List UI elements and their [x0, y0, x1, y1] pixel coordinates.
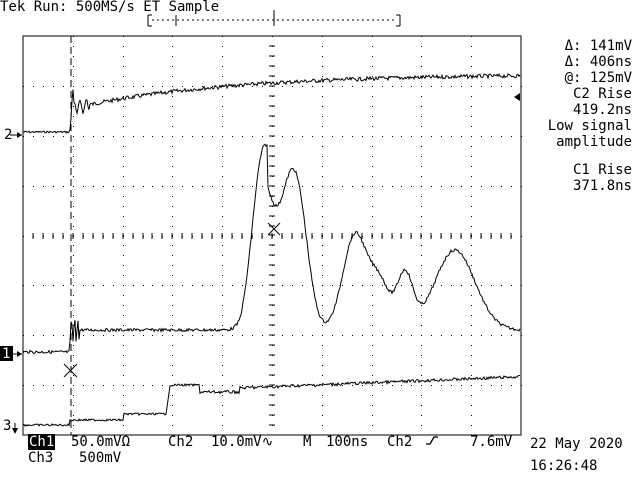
- cursor-delta-time: Δ: 406ns: [564, 54, 632, 70]
- ch3-label[interactable]: Ch3: [28, 450, 54, 466]
- measurement-1-note2: amplitude: [556, 134, 632, 150]
- trigger-slope-icon: [426, 436, 438, 445]
- timebase-label: M: [303, 434, 312, 450]
- ch2-trace: [22, 72, 521, 134]
- ch1-ground-marker[interactable]: [0, 346, 22, 361]
- timebase-value[interactable]: 100ns: [326, 434, 369, 450]
- time: 16:26:48: [530, 458, 598, 474]
- cursor-delta-voltage: Δ: 141mV: [564, 38, 632, 54]
- measurement-2-value: 371.8ns: [572, 178, 632, 194]
- trigger-source[interactable]: Ch2: [387, 434, 413, 450]
- measurement-1-note: Low signal: [547, 118, 632, 134]
- ch3-scale: 500mV: [79, 450, 122, 466]
- measurement-1-title: C2 Rise: [572, 86, 632, 102]
- trigger-level-arrow[interactable]: [514, 93, 520, 101]
- trigger-level: 7.6mV: [470, 434, 513, 450]
- ch1-trace: [22, 143, 521, 355]
- record-view-bracket: [147, 10, 401, 27]
- graticule-grid: [22, 35, 522, 426]
- ch3-ground-marker[interactable]: [12, 423, 18, 434]
- measurement-1-value: 419.2ns: [572, 102, 632, 118]
- readout-panel: Δ: 141mV Δ: 406ns @: 125mV C2 Rise 419.2…: [520, 38, 638, 194]
- cursor-x-marker-peak: [267, 222, 281, 236]
- ch2-marker-label: 2: [4, 127, 13, 143]
- cursor-x-marker-ch1: [63, 363, 78, 378]
- ch2-label[interactable]: Ch2: [168, 434, 194, 450]
- measurement-2-title: C1 Rise: [572, 162, 632, 178]
- ch1-label[interactable]: Ch1: [28, 434, 56, 450]
- ch3-trace: [22, 375, 521, 427]
- date: 22 May 2020: [530, 436, 623, 452]
- ch1-scale: 50.0mVΩ: [71, 434, 131, 450]
- ch2-ground-marker[interactable]: [10, 132, 22, 138]
- cursor-at-voltage: @: 125mV: [564, 70, 632, 86]
- ch1-marker-label: 1: [2, 346, 11, 362]
- ch2-scale: 10.0mV∿: [211, 434, 274, 450]
- scope-title: Tek Run: 500MS/s ET Sample: [0, 0, 220, 15]
- ch3-marker-label: 3: [3, 418, 12, 434]
